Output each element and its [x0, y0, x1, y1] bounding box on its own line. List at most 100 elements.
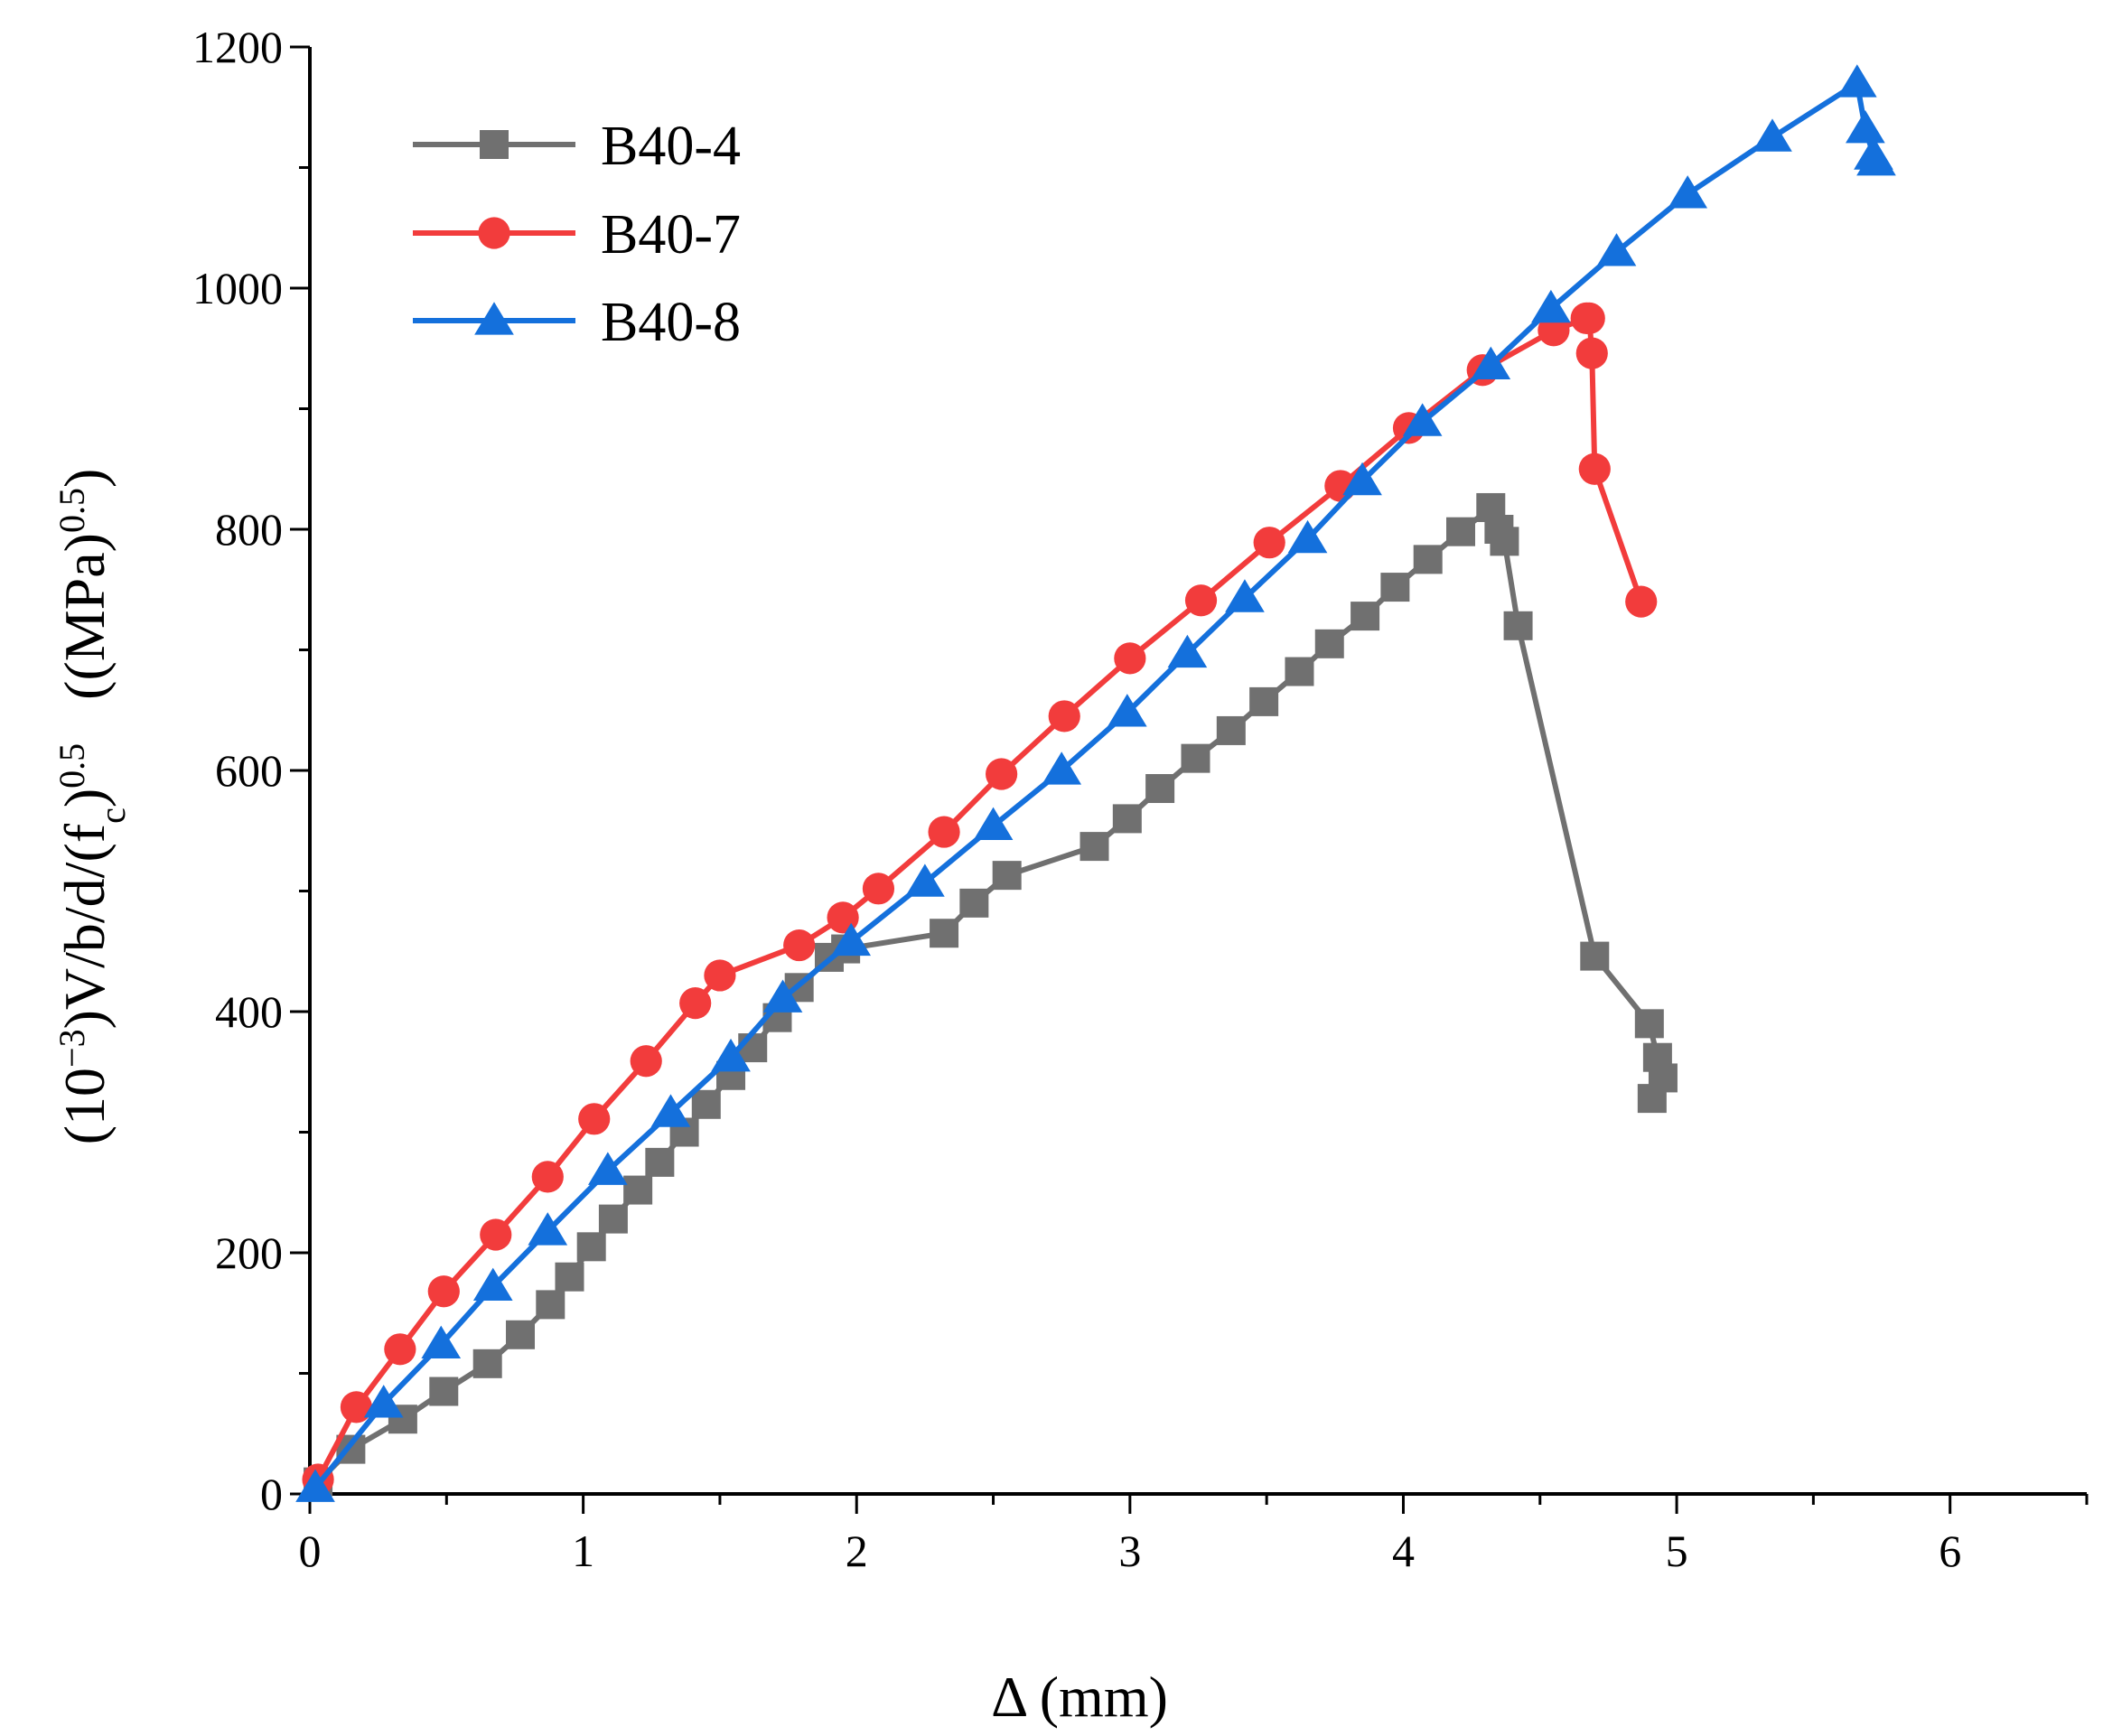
data-point [1634, 1009, 1664, 1039]
data-point [528, 1212, 568, 1246]
data-point [831, 922, 872, 957]
data-point [576, 1232, 606, 1262]
data-point [930, 919, 959, 948]
data-point [738, 1033, 768, 1063]
data-point [295, 1469, 335, 1502]
data-point [1846, 109, 1885, 144]
x-tick-label: 1 [572, 1526, 594, 1576]
data-point [429, 1377, 459, 1406]
data-point [1342, 462, 1382, 496]
legend-label: B40-4 [601, 116, 741, 177]
data-point [1578, 453, 1611, 485]
series-B40-8 [295, 64, 1896, 1502]
data-point [762, 979, 803, 1013]
legend-label: B40-7 [601, 204, 741, 266]
legend-item: B40-7 [413, 204, 741, 266]
data-point [691, 1089, 721, 1119]
legend-swatch-marker [478, 217, 510, 249]
data-point [1637, 1084, 1667, 1114]
data-point [363, 1385, 404, 1418]
data-point [1107, 694, 1147, 727]
data-point [1253, 527, 1285, 559]
x-tick-label: 2 [846, 1526, 868, 1576]
data-point [1167, 634, 1208, 668]
data-point [992, 861, 1022, 891]
y-axis-title: (10−3)V/b/d/(fc)0.5 ((MPa)0.5) [51, 469, 133, 1145]
y-tick-label: 600 [215, 745, 283, 796]
x-tick-label: 0 [299, 1526, 322, 1576]
data-point [421, 1325, 462, 1359]
data-point [1181, 743, 1210, 773]
series-B40-4 [304, 492, 1678, 1497]
x-tick-label: 3 [1118, 1526, 1141, 1576]
x-tick-label: 5 [1666, 1526, 1688, 1576]
data-point [536, 1290, 565, 1320]
series-line [313, 80, 1879, 1490]
data-point [905, 863, 945, 897]
data-point [384, 1333, 416, 1366]
data-point [1287, 519, 1328, 554]
data-point [1668, 175, 1708, 209]
data-point [1446, 517, 1476, 546]
y-tick-label: 1200 [192, 22, 283, 72]
data-point [645, 1147, 675, 1177]
data-point [1837, 64, 1877, 98]
data-point [480, 1218, 512, 1251]
data-point [1285, 657, 1314, 686]
legend-label: B40-8 [601, 292, 741, 353]
data-point [1112, 804, 1142, 834]
data-point [1402, 403, 1443, 436]
data-point [1856, 143, 1896, 176]
legend-item: B40-4 [413, 116, 741, 177]
data-point [1380, 573, 1410, 602]
legend: B40-4 B40-7 B40-8 [413, 116, 741, 353]
data-point [472, 1349, 502, 1378]
series-line [315, 315, 1644, 1481]
axis-titles: Δ (mm) (10−3)V/b/d/(fc)0.5 ((MPa)0.5) [51, 469, 1168, 1729]
x-axis-title: Δ (mm) [991, 1665, 1168, 1729]
data-point [679, 987, 712, 1020]
data-point [555, 1262, 584, 1292]
data-point [472, 1267, 513, 1301]
data-point [711, 1038, 751, 1072]
data-point [427, 1275, 460, 1308]
data-point [1042, 751, 1082, 785]
data-point [1114, 642, 1146, 675]
legend-swatch-marker [480, 130, 509, 159]
data-point [959, 888, 989, 918]
data-point [986, 758, 1018, 790]
legend-swatch-marker [474, 302, 514, 335]
data-point [928, 816, 960, 848]
data-point [1225, 579, 1265, 612]
y-tick-label: 800 [215, 504, 283, 555]
data-point [862, 873, 895, 905]
data-point [1216, 715, 1246, 745]
data-point [1580, 941, 1610, 971]
data-point [1625, 585, 1658, 618]
legend-item: B40-8 [413, 292, 741, 353]
data-point [1249, 686, 1279, 716]
data-point [1048, 700, 1080, 733]
data-point [1490, 527, 1519, 556]
data-point [1596, 233, 1637, 266]
data-point [1752, 118, 1792, 152]
data-point [1503, 611, 1533, 640]
data-point [1314, 629, 1344, 658]
data-point [1471, 346, 1511, 380]
data-point [973, 807, 1014, 841]
data-point [1184, 584, 1218, 617]
data-point [598, 1204, 628, 1234]
y-tick-label: 200 [215, 1227, 283, 1278]
data-point [340, 1391, 373, 1423]
data-point [1145, 774, 1175, 804]
data-point [650, 1094, 691, 1127]
x-tick-label: 6 [1939, 1526, 1961, 1576]
data-point [704, 959, 736, 992]
data-point [588, 1152, 628, 1185]
axes: 0 1 2 3 4 5 6 0 200 400 600 800 1000 1200 [192, 22, 2089, 1576]
data-point [578, 1103, 611, 1135]
data-point [783, 929, 816, 962]
data-point [1573, 302, 1605, 334]
data-point [623, 1175, 653, 1205]
y-tick-label: 1000 [192, 263, 283, 313]
